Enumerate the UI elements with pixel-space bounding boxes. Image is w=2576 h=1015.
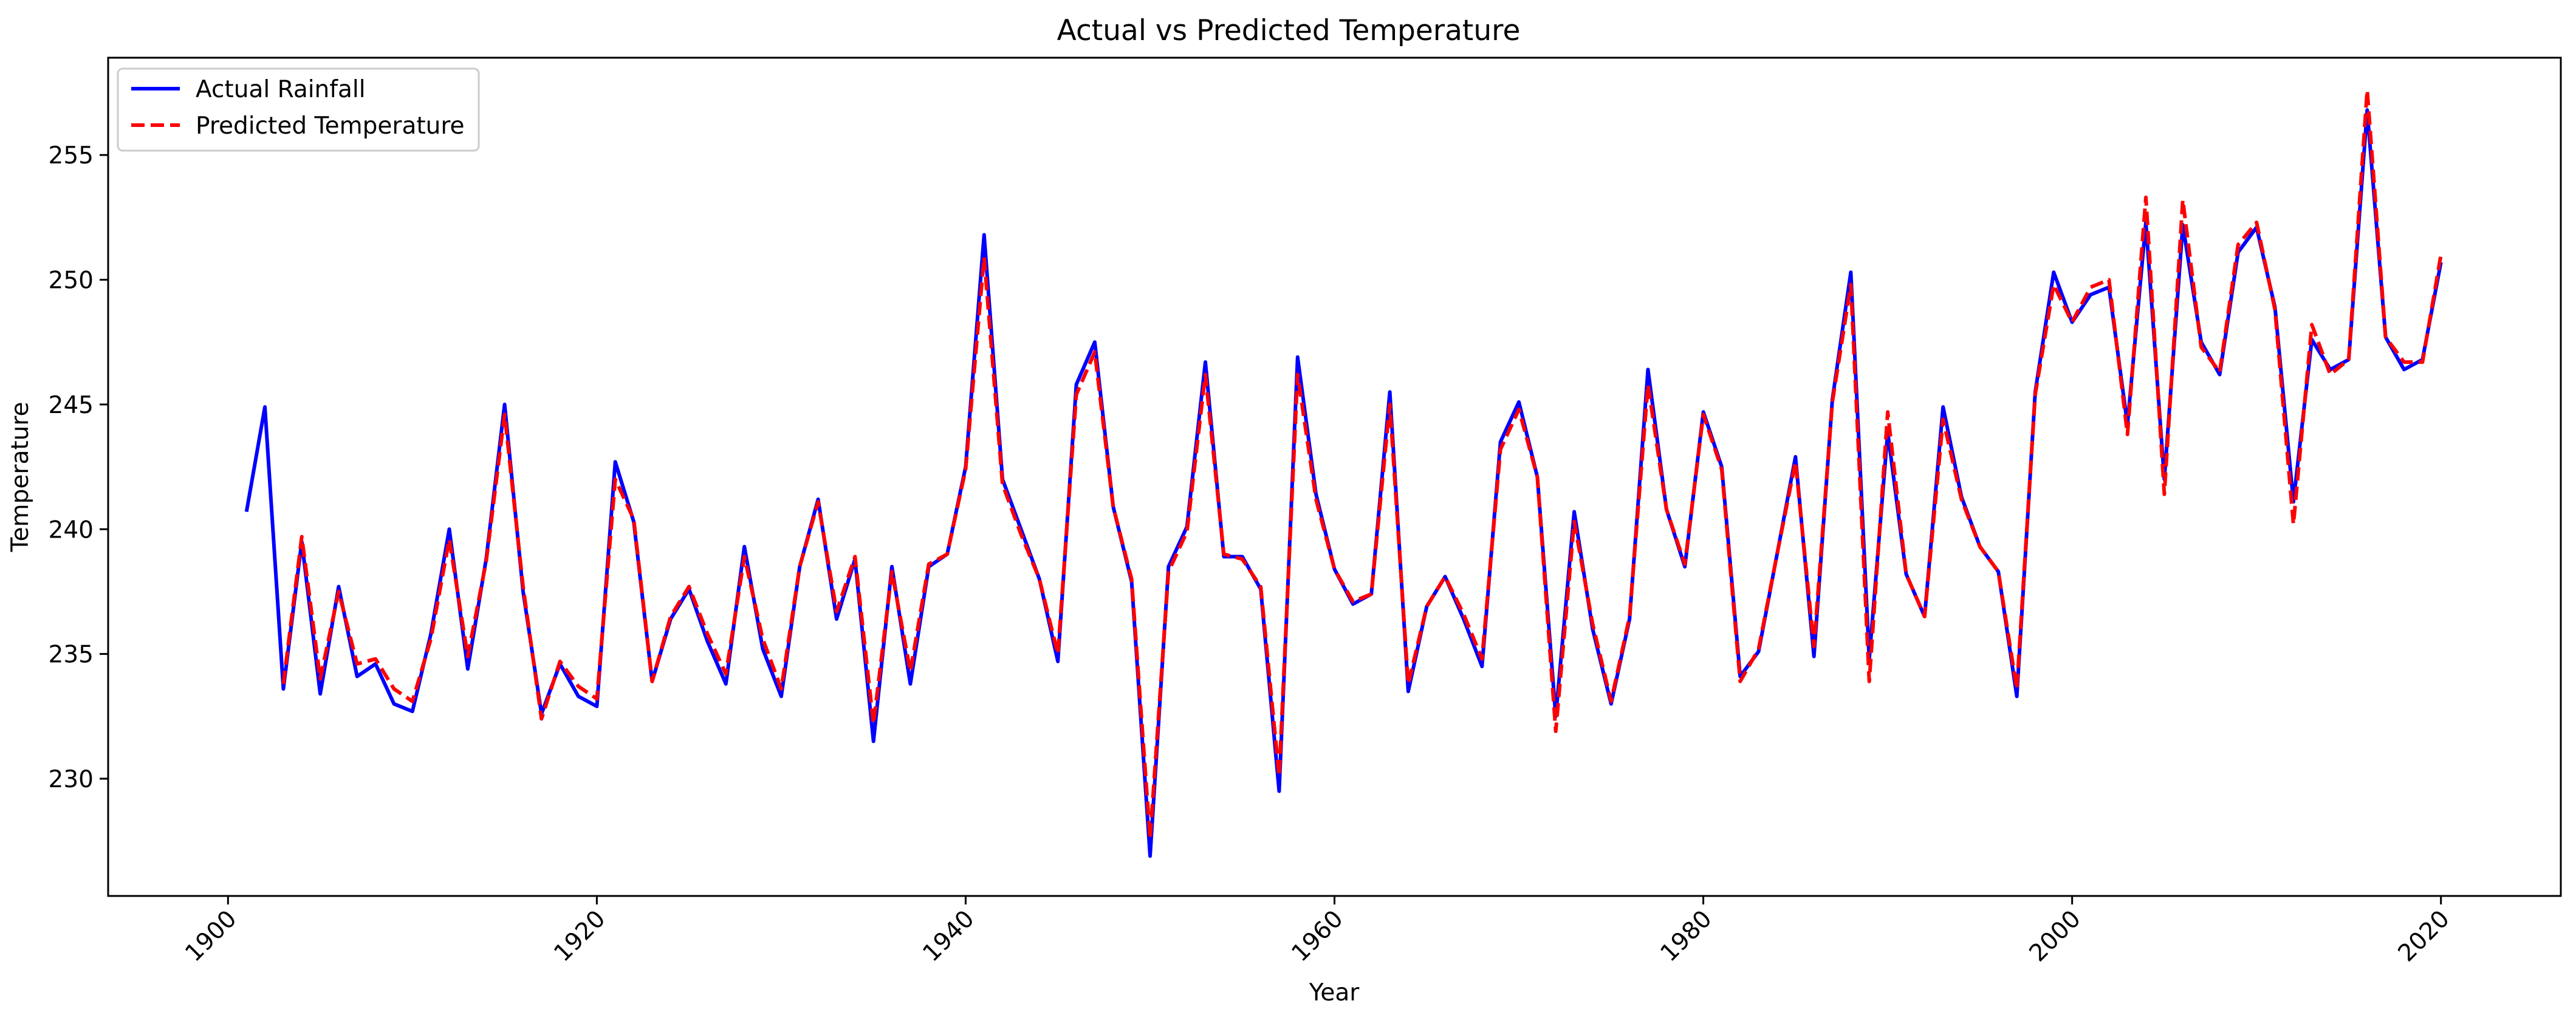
y-tick-label-255: 255: [49, 142, 94, 169]
legend-box: [117, 67, 480, 152]
y-tick-label-230: 230: [49, 766, 94, 793]
series-line-predicted: [281, 88, 2443, 841]
plot-area: [108, 58, 2561, 896]
y-tick-label-250: 250: [49, 267, 94, 295]
x-axis-label: Year: [1309, 979, 1360, 1006]
series-layer: [244, 88, 2443, 858]
y-tick-label-240: 240: [49, 516, 94, 544]
chart-title: Actual vs Predicted Temperature: [1057, 14, 1521, 47]
y-tick-label-245: 245: [49, 392, 94, 419]
y-tick-label-235: 235: [49, 641, 94, 669]
legend: Actual Rainfall Predicted Temperature: [117, 67, 480, 152]
legend-label-actual: Actual Rainfall: [196, 76, 366, 103]
y-axis: 230 235 240 245 250 255: [49, 142, 108, 793]
y-axis-label: Temperature: [7, 402, 34, 552]
legend-label-predicted: Predicted Temperature: [196, 112, 465, 140]
